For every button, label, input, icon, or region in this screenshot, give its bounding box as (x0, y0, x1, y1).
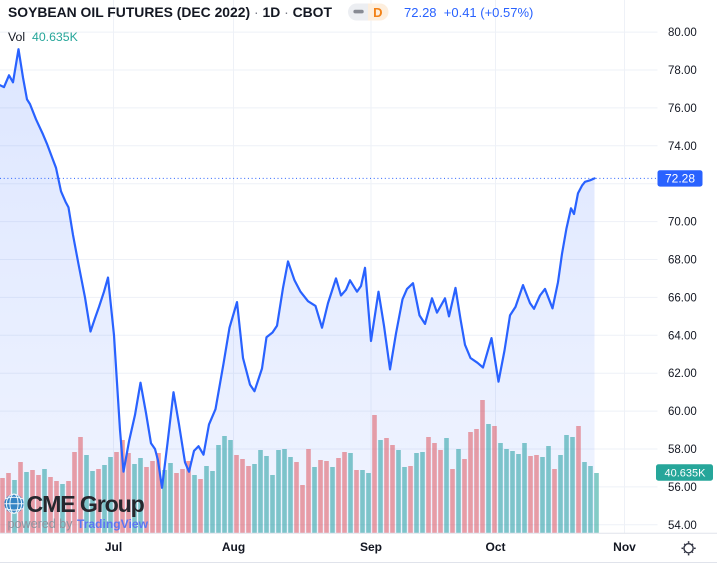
svg-text:Jul: Jul (105, 540, 122, 554)
svg-text:68.00: 68.00 (668, 255, 697, 267)
svg-text:66.00: 66.00 (668, 292, 697, 304)
svg-text:Sep: Sep (360, 540, 382, 554)
svg-text:78.00: 78.00 (668, 65, 697, 77)
svg-text:Vol: Vol (8, 30, 25, 44)
svg-text:54.00: 54.00 (668, 520, 697, 532)
svg-text:CME Group: CME Group (27, 491, 145, 517)
svg-text:SOYBEAN OIL FUTURES (DEC 2022): SOYBEAN OIL FUTURES (DEC 2022) · 1D · CB… (8, 4, 332, 20)
svg-text:40.635K: 40.635K (32, 30, 79, 44)
svg-text:60.00: 60.00 (668, 406, 697, 418)
svg-text:64.00: 64.00 (668, 330, 697, 342)
svg-text:72.28: 72.28 (665, 172, 695, 186)
svg-text:TradingView: TradingView (77, 517, 149, 531)
svg-text:74.00: 74.00 (668, 141, 697, 153)
svg-text:76.00: 76.00 (668, 103, 697, 115)
svg-text:58.00: 58.00 (668, 444, 697, 456)
svg-text:Aug: Aug (222, 540, 245, 554)
svg-text:72.28 +0.41 (+0.57%): 72.28 +0.41 (+0.57%) (404, 5, 533, 20)
svg-text:powered by: powered by (8, 517, 74, 531)
svg-text:56.00: 56.00 (668, 482, 697, 494)
svg-text:62.00: 62.00 (668, 368, 697, 380)
svg-text:80.00: 80.00 (668, 27, 697, 39)
svg-text:70.00: 70.00 (668, 217, 697, 229)
svg-text:Oct: Oct (485, 540, 505, 554)
svg-text:D: D (373, 5, 382, 20)
svg-text:40.635K: 40.635K (665, 468, 707, 480)
svg-text:Nov: Nov (613, 540, 636, 554)
